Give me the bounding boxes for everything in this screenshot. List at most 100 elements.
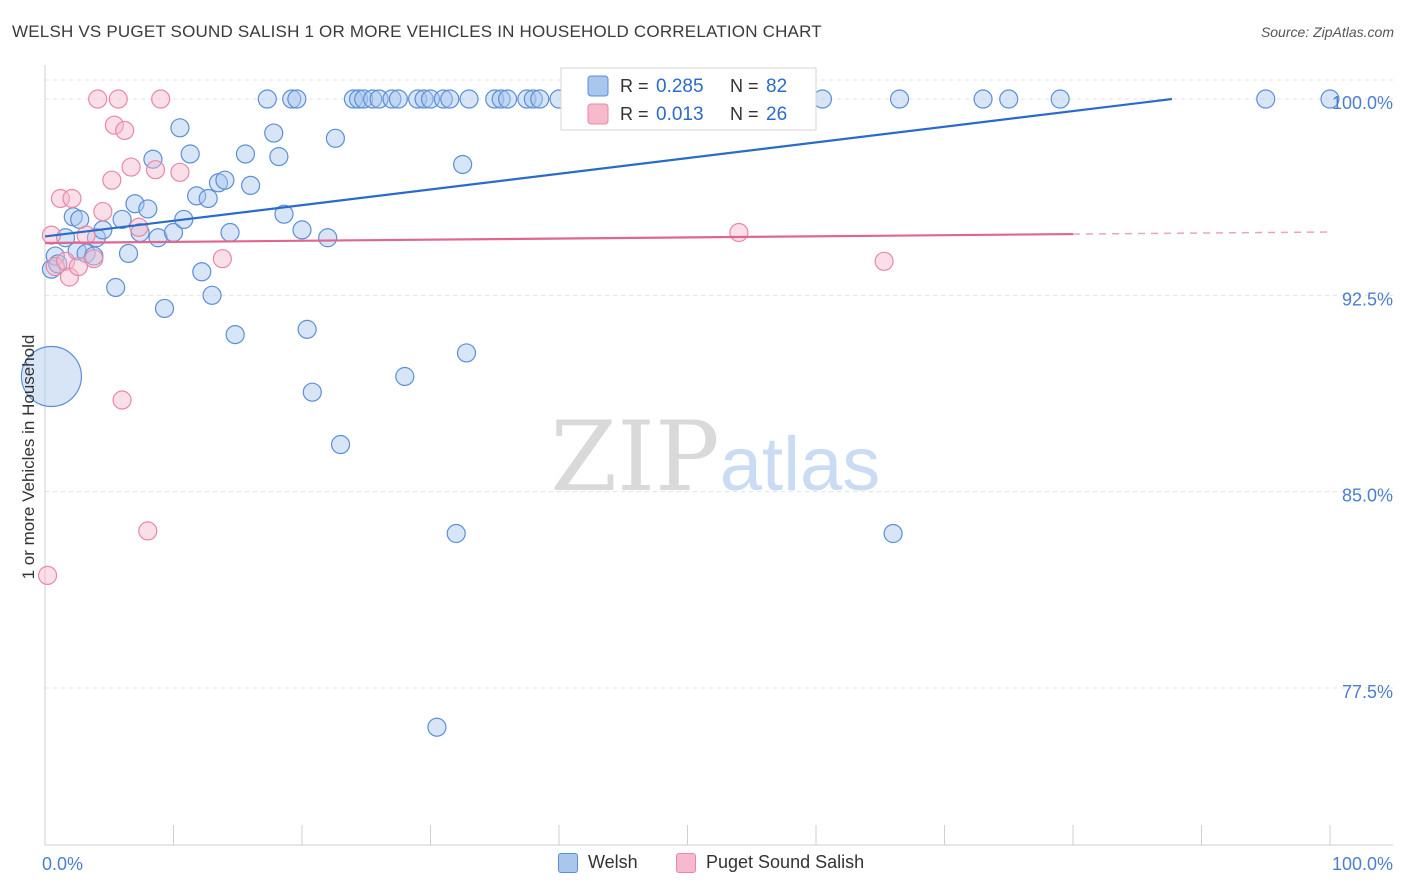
legend-salish-n-label: N = xyxy=(730,104,759,124)
salish-point xyxy=(68,256,89,277)
salish-point xyxy=(151,89,171,109)
salish-point xyxy=(112,390,132,410)
salish-point xyxy=(102,170,122,190)
salish-point xyxy=(138,521,158,541)
welsh-point xyxy=(414,89,434,109)
legend-welsh-n-label: N = xyxy=(730,76,759,96)
welsh-point xyxy=(215,170,235,190)
welsh-point xyxy=(889,89,910,109)
salish-point xyxy=(145,160,166,180)
legend-item-welsh[interactable]: Welsh xyxy=(558,852,638,873)
salish-point xyxy=(170,162,190,182)
welsh-point xyxy=(883,523,903,544)
salish-point xyxy=(212,249,232,269)
welsh-point xyxy=(45,246,65,266)
series-legend: Welsh Puget Sound Salish xyxy=(0,852,1406,878)
salish-point xyxy=(108,89,128,109)
welsh-point xyxy=(343,89,363,109)
welsh-point xyxy=(348,89,369,109)
watermark-atlas: atlas xyxy=(720,422,881,507)
salish-point xyxy=(115,120,135,141)
welsh-point xyxy=(453,154,473,175)
legend-salish-r-value: 0.013 xyxy=(656,104,704,125)
salish-point xyxy=(84,249,104,269)
salish-point xyxy=(88,89,108,109)
legend-salish-swatch xyxy=(587,103,609,125)
welsh-point xyxy=(456,343,477,363)
welsh-point xyxy=(302,382,322,402)
x-tick-label: 0.0% xyxy=(42,854,83,874)
y-tick-label: 85.0% xyxy=(1342,486,1393,506)
welsh-point xyxy=(138,199,158,219)
welsh-point xyxy=(287,89,307,109)
welsh-point xyxy=(198,188,218,209)
welsh-trend-line xyxy=(44,97,1173,238)
legend-welsh-swatch xyxy=(587,75,609,97)
welsh-point xyxy=(530,89,550,109)
welsh-point xyxy=(20,345,83,408)
legend-salish-label: Puget Sound Salish xyxy=(706,852,865,872)
salish-point xyxy=(93,201,113,222)
welsh-point xyxy=(433,89,453,109)
salish-point xyxy=(874,251,894,271)
welsh-point xyxy=(523,89,543,109)
welsh-point xyxy=(48,254,68,274)
welsh-point xyxy=(330,434,351,455)
y-tick-label: 100.0% xyxy=(1332,93,1393,113)
welsh-point xyxy=(297,319,317,339)
grid-lines xyxy=(45,79,1393,689)
salish-points xyxy=(37,89,894,586)
welsh-point xyxy=(382,89,402,109)
chart-title: WELSH VS PUGET SOUND SALISH 1 OR MORE VE… xyxy=(12,22,822,41)
welsh-point xyxy=(395,366,415,387)
salish-trend-extension xyxy=(1072,231,1331,235)
welsh-point xyxy=(274,204,294,224)
welsh-point xyxy=(125,194,145,214)
legend-welsh-r-value: 0.285 xyxy=(656,76,704,97)
salish-point xyxy=(729,222,749,243)
watermark-zip: ZIP xyxy=(550,401,719,513)
salish-point xyxy=(76,225,96,245)
welsh-point xyxy=(491,89,511,109)
welsh-point xyxy=(187,186,207,206)
y-tick-label: 92.5% xyxy=(1342,289,1393,309)
welsh-point xyxy=(180,144,200,164)
welsh-point xyxy=(170,118,190,138)
welsh-point xyxy=(235,144,256,164)
welsh-point xyxy=(999,89,1019,109)
legend-welsh-r-label: R = xyxy=(620,76,649,96)
welsh-point xyxy=(363,89,383,109)
salish-trend-line xyxy=(44,232,1074,245)
welsh-point xyxy=(318,228,338,248)
welsh-point xyxy=(112,209,132,230)
welsh-point xyxy=(264,123,284,143)
axes xyxy=(44,65,1393,846)
watermark: ZIP atlas xyxy=(550,401,880,513)
welsh-point xyxy=(241,175,261,196)
tick-labels: 77.5% 85.0% 92.5% 100.0% 0.0% 100.0% xyxy=(42,93,1393,874)
salish-point xyxy=(104,115,124,135)
welsh-point xyxy=(257,89,277,109)
legend-salish-n-value: 26 xyxy=(766,104,787,125)
salish-point xyxy=(37,565,58,586)
welsh-point xyxy=(192,262,212,282)
salish-point xyxy=(121,157,141,177)
legend-welsh-label: Welsh xyxy=(588,852,638,872)
welsh-point xyxy=(440,89,460,109)
salish-point xyxy=(45,256,65,277)
welsh-point xyxy=(427,717,447,737)
welsh-point xyxy=(225,324,245,345)
welsh-swatch xyxy=(558,852,578,873)
welsh-point xyxy=(446,523,466,544)
salish-point xyxy=(55,251,76,271)
source-label: Source: ZipAtlas.com xyxy=(1260,24,1394,40)
welsh-point xyxy=(1050,89,1070,109)
welsh-point xyxy=(220,222,240,243)
welsh-point xyxy=(498,89,518,109)
welsh-point xyxy=(1256,89,1276,109)
welsh-point xyxy=(202,285,222,305)
welsh-point xyxy=(973,89,993,109)
legend-item-salish[interactable]: Puget Sound Salish xyxy=(676,852,864,873)
salish-point xyxy=(129,217,149,237)
legend-salish-r-label: R = xyxy=(620,104,649,124)
